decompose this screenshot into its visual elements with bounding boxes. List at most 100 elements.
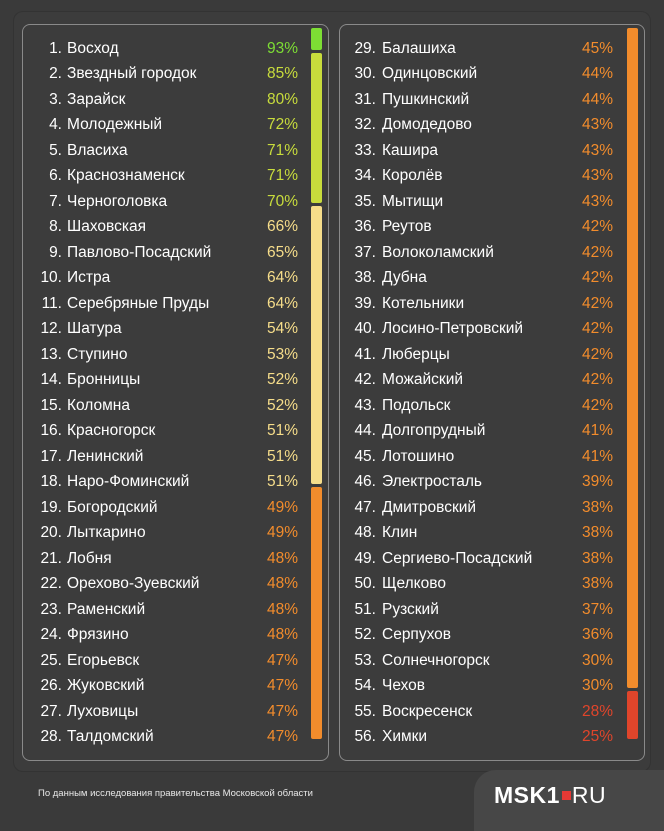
ranking-row: 51. Рузский 37%	[0, 597, 664, 623]
percentage-value: 49%	[266, 524, 298, 541]
percentage-value: 44%	[581, 65, 613, 82]
percentage-value: 48%	[266, 549, 298, 567]
rank-number: 16.	[40, 422, 62, 439]
municipality-name: Волоколамский	[382, 243, 494, 261]
municipality-name: Фрязино	[67, 626, 129, 643]
ranking-row: 56. Химки 25%	[0, 724, 664, 750]
municipality-name: Жуковский	[67, 677, 145, 694]
percentage-value: 80%	[266, 90, 298, 108]
municipality-name: Красногорск	[67, 422, 156, 439]
municipality-name: Лыткарино	[67, 524, 146, 541]
percentage-value: 39%	[581, 473, 613, 490]
percentage-value: 42%	[581, 243, 613, 261]
right-ranking-panel	[339, 24, 645, 761]
rank-number: 56.	[354, 728, 376, 745]
municipality-name: Реутов	[382, 218, 432, 235]
municipality-name: Ступино	[67, 345, 128, 363]
ranking-row: 10. Истра 64%	[0, 265, 664, 291]
municipality-name: Павлово-Посадский	[67, 243, 212, 261]
municipality-name: Королёв	[382, 167, 443, 184]
municipality-name: Шаховская	[67, 218, 146, 235]
percentage-value: 51%	[266, 473, 298, 490]
percentage-value: 64%	[266, 294, 298, 312]
percentage-value: 42%	[581, 320, 613, 337]
municipality-name: Дубна	[382, 269, 427, 286]
municipality-name: Серпухов	[382, 626, 452, 643]
ranking-row: 31. Пушкинский 44%	[0, 87, 664, 113]
ranking-row: 4. Молодежный 72%	[0, 112, 664, 138]
rank-number: 38.	[354, 269, 376, 286]
ranking-row: 9. Павлово-Посадский 65%	[0, 240, 664, 266]
rank-number: 40.	[354, 320, 376, 337]
color-bar-segment	[627, 27, 638, 688]
rank-number: 2.	[49, 65, 62, 82]
percentage-value: 47%	[266, 728, 298, 745]
ranking-row: 28. Талдомский 47%	[0, 724, 664, 750]
ranking-row: 16. Красногорск 51%	[0, 418, 664, 444]
source-note: По данным исследования правительства Мос…	[38, 788, 313, 799]
municipality-name: Дмитровский	[382, 498, 477, 516]
color-bar-segment	[311, 27, 322, 50]
ranking-row: 23. Раменский 48%	[0, 597, 664, 623]
left-ranking-panel	[22, 24, 329, 761]
rank-number: 22.	[40, 575, 62, 592]
rank-number: 44.	[354, 422, 376, 439]
ranking-row: 7. Черноголовка 70%	[0, 189, 664, 215]
municipality-name: Можайский	[382, 371, 464, 388]
percentage-value: 47%	[266, 677, 298, 694]
percentage-value: 65%	[266, 243, 298, 261]
percentage-value: 36%	[581, 626, 613, 643]
ranking-row: 49. Сергиево-Посадский 38%	[0, 546, 664, 572]
municipality-name: Лосино-Петровский	[382, 320, 524, 337]
rank-number: 55.	[354, 702, 376, 720]
rank-number: 52.	[354, 626, 376, 643]
rank-number: 29.	[354, 39, 376, 57]
rank-number: 13.	[40, 345, 62, 363]
percentage-value: 43%	[581, 192, 613, 210]
percentage-value: 43%	[581, 167, 613, 184]
rank-number: 45.	[354, 447, 376, 465]
percentage-value: 45%	[581, 39, 613, 57]
rank-number: 25.	[40, 651, 62, 669]
percentage-value: 85%	[266, 65, 298, 82]
color-bar-segment	[311, 206, 322, 484]
msk1-logo: MSK1 RU	[494, 782, 606, 809]
percentage-value: 37%	[581, 600, 613, 618]
rank-number: 4.	[49, 116, 62, 133]
rank-number: 37.	[354, 243, 376, 261]
rank-number: 24.	[40, 626, 62, 643]
rank-number: 32.	[354, 116, 376, 133]
rank-number: 21.	[40, 549, 62, 567]
color-bar-segment	[311, 486, 322, 739]
ranking-row: 14. Бронницы 52%	[0, 367, 664, 393]
ranking-row: 41. Люберцы 42%	[0, 342, 664, 368]
rank-number: 46.	[354, 473, 376, 490]
ranking-row: 55. Воскресенск 28%	[0, 699, 664, 725]
ranking-row: 44. Долгопрудный 41%	[0, 418, 664, 444]
color-bar-segment	[627, 690, 638, 739]
percentage-value: 52%	[266, 396, 298, 414]
percentage-value: 38%	[581, 498, 613, 516]
ranking-row: 25. Егорьевск 47%	[0, 648, 664, 674]
percentage-value: 48%	[266, 600, 298, 618]
municipality-name: Солнечногорск	[382, 651, 490, 669]
ranking-row: 1. Восход 93%	[0, 36, 664, 62]
rank-number: 3.	[49, 90, 62, 108]
municipality-name: Егорьевск	[67, 651, 140, 669]
municipality-name: Щелково	[382, 575, 446, 592]
municipality-name: Домодедово	[382, 116, 472, 133]
ranking-row: 2. Звездный городок 85%	[0, 61, 664, 87]
municipality-name: Сергиево-Посадский	[382, 549, 533, 567]
ranking-row: 36. Реутов 42%	[0, 214, 664, 240]
percentage-value: 71%	[266, 141, 298, 159]
ranking-row: 39. Котельники 42%	[0, 291, 664, 317]
ranking-row: 47. Дмитровский 38%	[0, 495, 664, 521]
percentage-value: 43%	[581, 116, 613, 133]
rank-number: 39.	[354, 294, 376, 312]
color-bar-segment	[311, 53, 322, 203]
ranking-row: 52. Серпухов 36%	[0, 622, 664, 648]
municipality-name: Клин	[382, 524, 418, 541]
municipality-name: Краснознаменск	[67, 167, 185, 184]
percentage-value: 51%	[266, 447, 298, 465]
ranking-row: 27. Луховицы 47%	[0, 699, 664, 725]
